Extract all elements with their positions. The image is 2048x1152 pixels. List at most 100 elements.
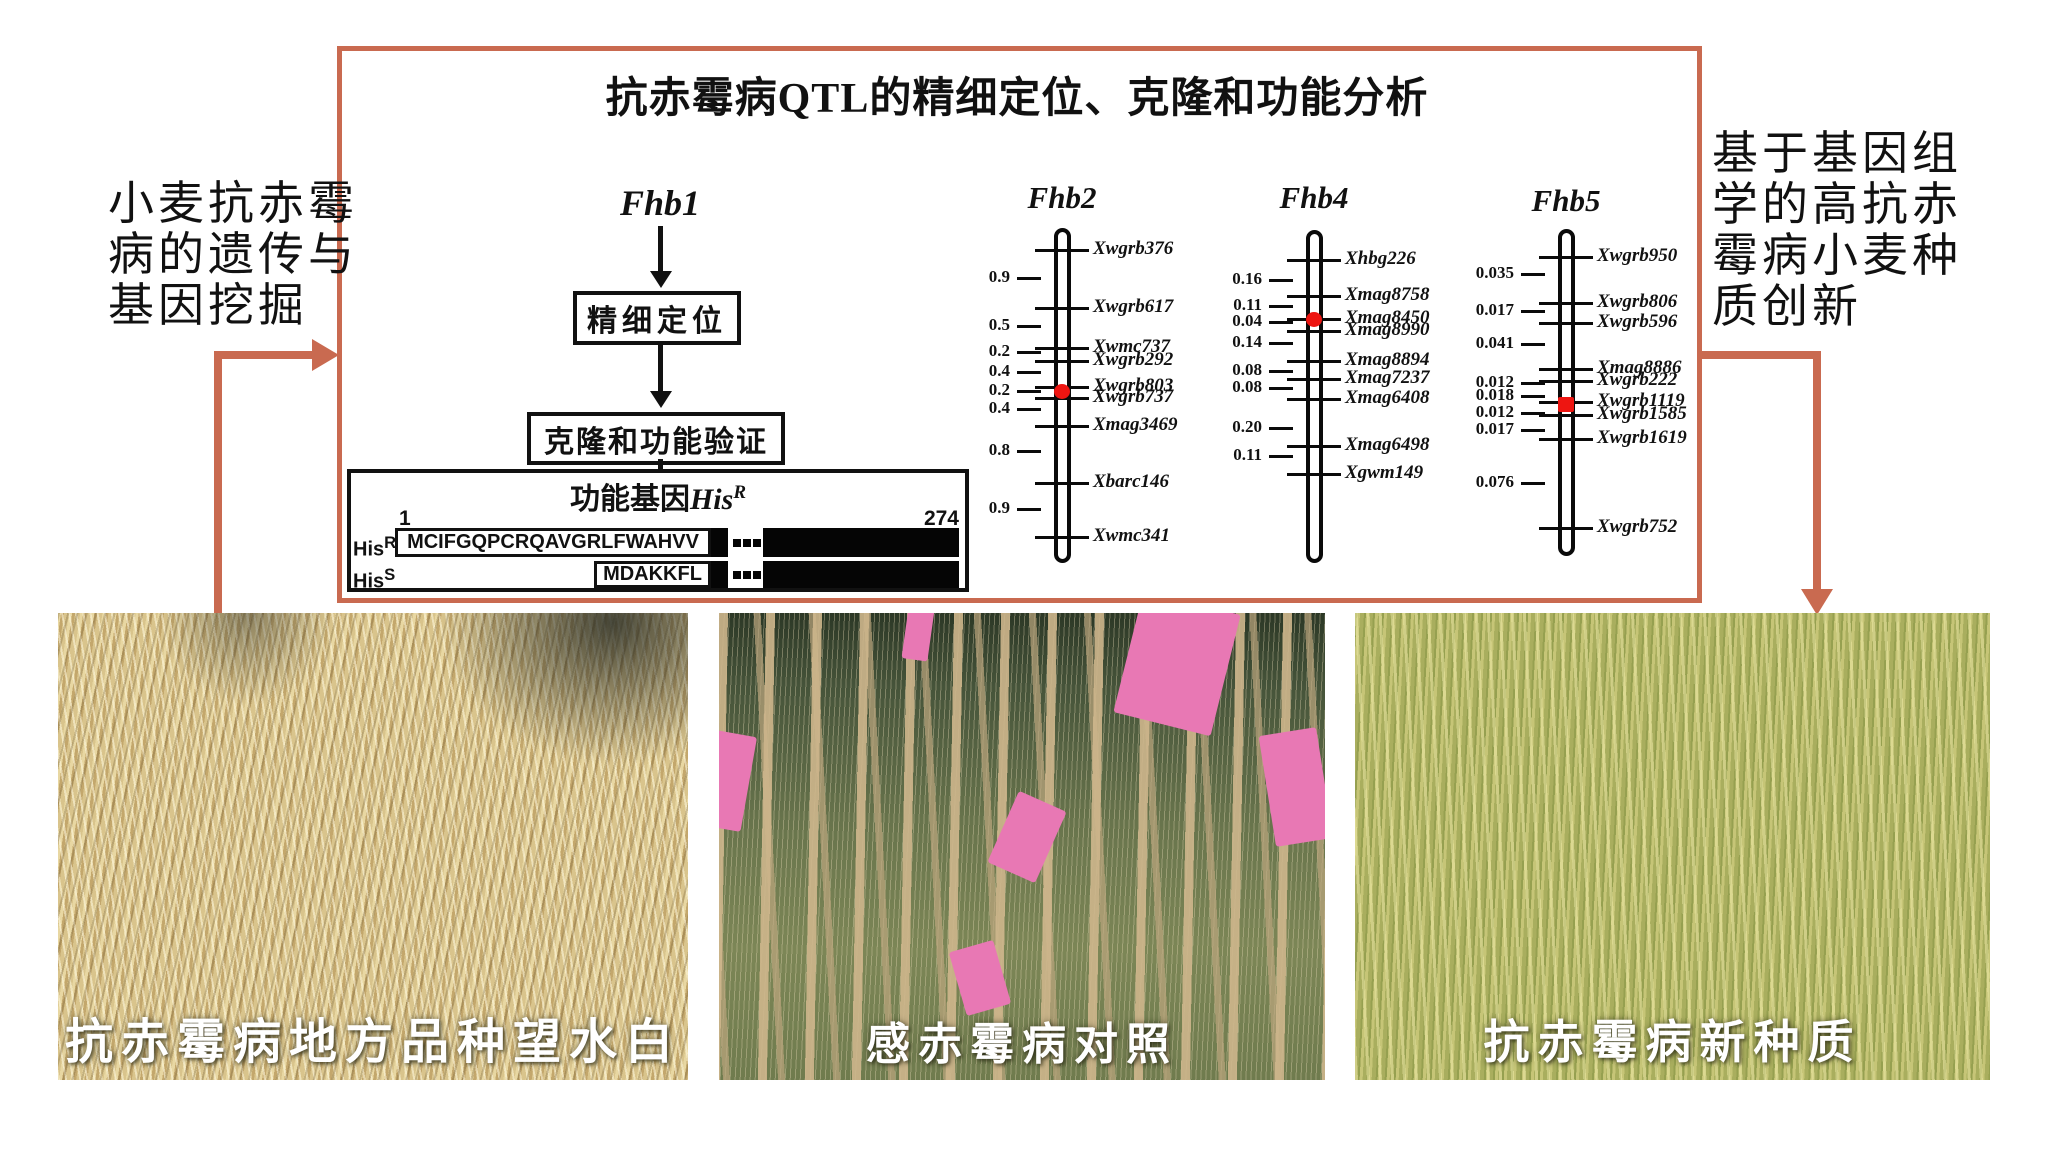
interval-distance: 0.11: [1233, 295, 1262, 314]
interval-tick: [1269, 342, 1293, 345]
interval-distance: 0.08: [1232, 377, 1262, 396]
interval-tick: [1269, 370, 1293, 373]
hisS-row-label: HisS: [353, 565, 396, 593]
flow-arrow-head: [650, 271, 672, 288]
left-connector-arrowhead-icon: [312, 339, 339, 371]
interval-tick: [1017, 390, 1041, 393]
interval-distance: 0.017: [1475, 419, 1514, 438]
marker-label: Xwgrb376: [1093, 238, 1174, 259]
pink-flag: [1258, 727, 1325, 847]
interval-tick: [1017, 450, 1041, 453]
right-connector-horizontal: [1697, 351, 1817, 359]
pink-flag: [987, 790, 1067, 884]
photo-new-germplasm: 抗赤霉病新种质: [1355, 613, 1990, 1080]
protein-start-position: 1: [399, 507, 411, 530]
interval-distance: 0.16: [1232, 269, 1262, 288]
marker-label: Xbarc146: [1093, 471, 1169, 492]
marker-label: Xwgrb222: [1597, 369, 1678, 390]
interval-distance: 0.08: [1232, 360, 1262, 379]
interval-distance: 0.8: [988, 440, 1010, 459]
marker-label: Xwgrb1585: [1597, 403, 1687, 424]
interval-tick: [1269, 427, 1293, 430]
map-title-Fhb4: Fhb4: [1279, 180, 1349, 215]
marker-tick: [1539, 368, 1593, 371]
marker-tick: [1035, 536, 1089, 539]
interval-distance: 0.012: [1475, 402, 1514, 421]
qtl-position-marker: [1054, 384, 1070, 399]
interval-distance: 0.2: [988, 341, 1010, 360]
pink-flag: [901, 613, 935, 662]
marker-tick: [1287, 295, 1341, 298]
marker-tick: [1287, 360, 1341, 363]
left-note: 小麦抗赤霉 病的遗传与 基因挖掘: [108, 178, 358, 331]
interval-distance: 0.9: [988, 267, 1010, 286]
marker-label: Xwmc737: [1093, 336, 1171, 357]
marker-label: Xmag6408: [1345, 387, 1430, 408]
marker-label: Xwgrb752: [1597, 516, 1678, 537]
photo-caption: 感赤霉病对照: [866, 1020, 1178, 1069]
marker-tick: [1287, 259, 1341, 262]
marker-label: Xwgrb806: [1597, 291, 1678, 312]
interval-tick: [1269, 321, 1293, 324]
marker-tick: [1539, 438, 1593, 441]
interval-tick: [1521, 273, 1545, 276]
marker-label: Xmag8450: [1345, 307, 1430, 328]
pink-flag: [1113, 613, 1241, 737]
marker-tick: [1539, 322, 1593, 325]
marker-tick: [1035, 347, 1089, 350]
interval-distance: 0.018: [1475, 385, 1514, 404]
marker-label: Xwgrb1119: [1597, 390, 1685, 411]
pink-flag: [948, 939, 1012, 1017]
interval-tick: [1017, 508, 1041, 511]
marker-label: Xwgrb1619: [1597, 427, 1687, 448]
marker-tick: [1539, 414, 1593, 417]
marker-tick: [1035, 425, 1089, 428]
map-title-Fhb5: Fhb5: [1531, 183, 1601, 218]
hisS-bar-segment: [711, 561, 728, 588]
interval-distance: 0.20: [1232, 417, 1262, 436]
marker-label: Xmag8886: [1597, 357, 1682, 378]
interval-distance: 0.14: [1232, 332, 1262, 351]
left-connector-horizontal: [214, 351, 316, 359]
marker-label: Xwgrb737: [1093, 386, 1174, 407]
interval-tick: [1521, 429, 1545, 432]
chromosome-bar: [1305, 230, 1323, 563]
interval-tick: [1269, 387, 1293, 390]
marker-label: Xwgrb617: [1093, 296, 1174, 317]
interval-tick: [1017, 371, 1041, 374]
interval-distance: 0.012: [1475, 372, 1514, 391]
marker-label: Xwgrb292: [1093, 349, 1174, 370]
hisS-sequence: MDAKKFL: [594, 561, 711, 588]
interval-distance: 0.076: [1475, 472, 1514, 491]
interval-tick: [1521, 343, 1545, 346]
qtl-position-marker: [1306, 312, 1322, 327]
pink-flag: [719, 730, 758, 832]
gap-dot: [733, 571, 741, 579]
gap-dot: [733, 539, 741, 547]
interval-tick: [1017, 408, 1041, 411]
interval-tick: [1017, 277, 1041, 280]
panel-title: 抗赤霉病QTL的精细定位、克隆和功能分析: [605, 76, 1429, 122]
flow-arrow-shaft: [658, 459, 663, 473]
right-note: 基于基因组 学的高抗赤 霉病小麦种 质创新: [1712, 128, 1962, 332]
interval-distance: 0.041: [1475, 333, 1514, 352]
interval-tick: [1017, 351, 1041, 354]
interval-tick: [1521, 482, 1545, 485]
marker-label: Xmag3469: [1093, 414, 1178, 435]
marker-label: Xgwm149: [1345, 462, 1424, 483]
fhb1-gene-label: Fhb1: [619, 183, 701, 223]
flow-arrow-head: [650, 391, 672, 408]
flow-arrow-shaft: [658, 226, 663, 272]
marker-label: Xmag6498: [1345, 434, 1430, 455]
interval-distance: 0.4: [988, 398, 1010, 417]
interval-distance: 0.017: [1475, 300, 1514, 319]
photo-susceptible-control: 感赤霉病对照: [719, 613, 1325, 1080]
interval-distance: 0.4: [988, 361, 1010, 380]
marker-label: Xmag8894: [1345, 349, 1430, 370]
marker-label: Xmag8990: [1345, 319, 1430, 340]
interval-distance: 0.035: [1475, 263, 1514, 282]
map-title-Fhb2: Fhb2: [1027, 180, 1097, 215]
right-connector-vertical: [1813, 351, 1821, 592]
marker-tick: [1539, 380, 1593, 383]
